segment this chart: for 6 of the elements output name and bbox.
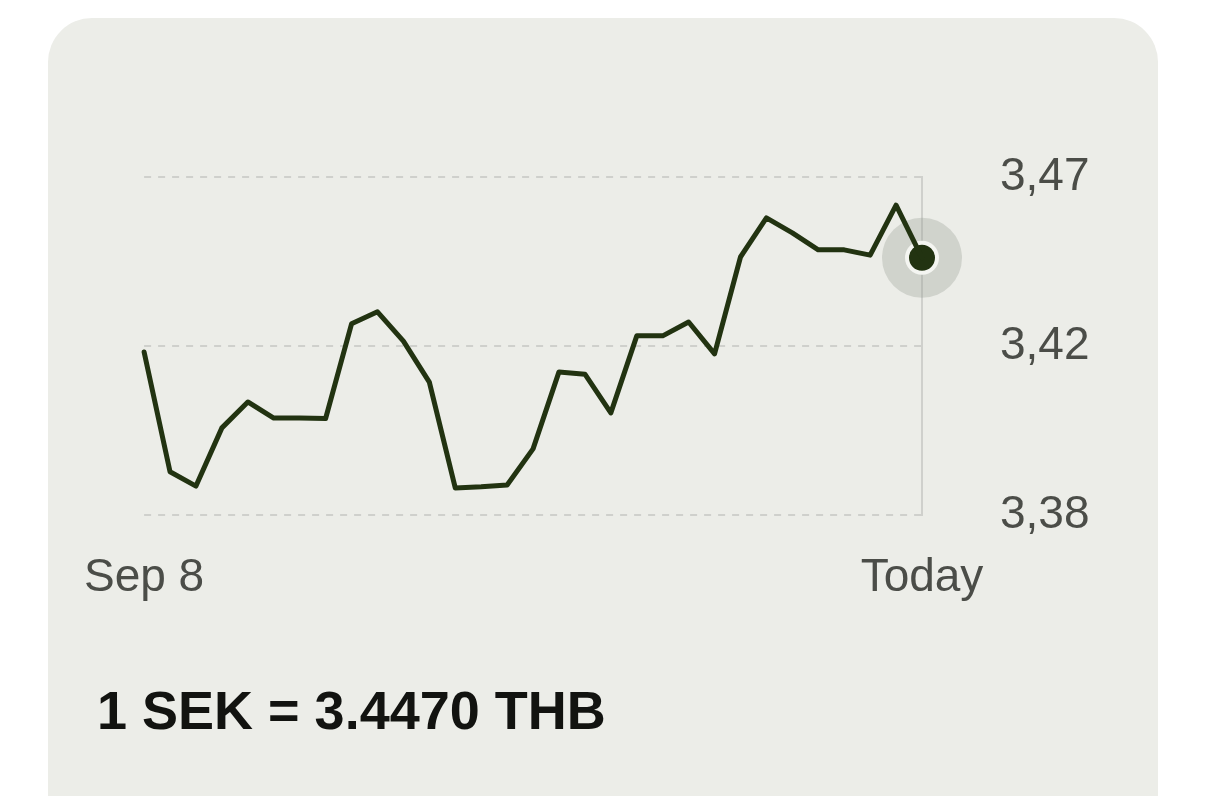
x-tick-label: Today bbox=[860, 549, 984, 602]
y-tick-label: 3,47 bbox=[1000, 147, 1090, 200]
x-tick-label: Sep 8 bbox=[84, 549, 205, 602]
y-tick-label: 3,38 bbox=[1000, 485, 1090, 538]
y-tick-label: 3,42 bbox=[1000, 316, 1090, 369]
text: 1 SEK = 3.4470 THB bbox=[97, 680, 606, 740]
